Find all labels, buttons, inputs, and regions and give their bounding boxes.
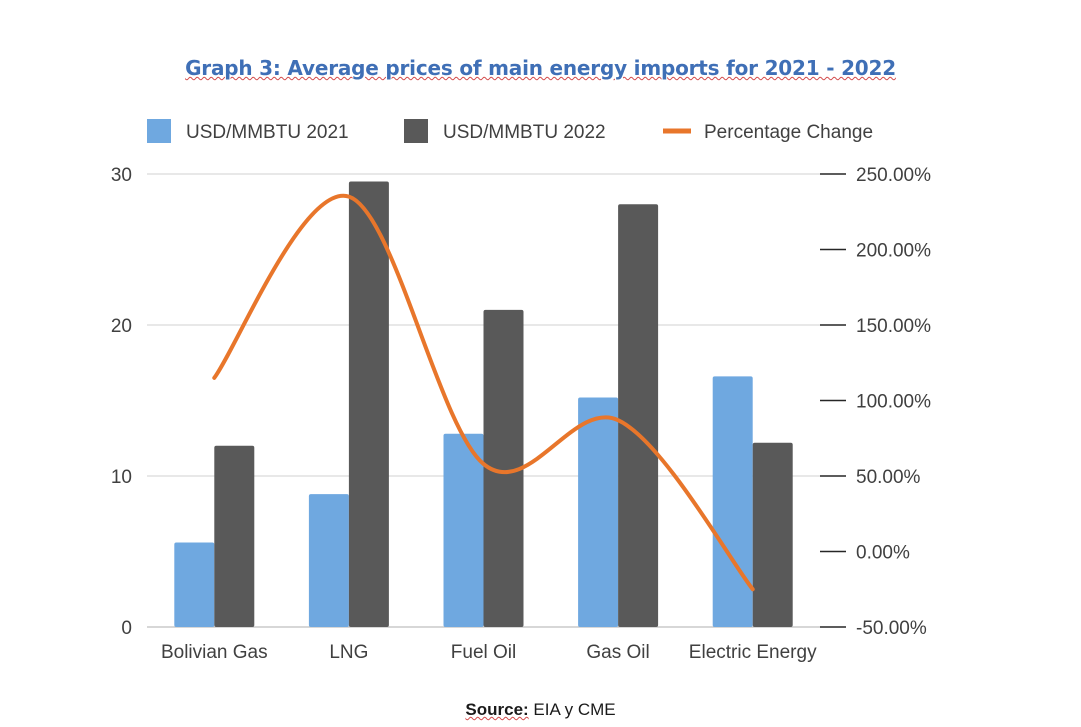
legend-label: Percentage Change — [704, 122, 873, 143]
bar-2022-electric-energy — [752, 442, 793, 627]
legend-swatch-2021 — [147, 119, 171, 143]
legend: USD/MMBTU 2021 USD/MMBTU 2022 Percentage C… — [147, 119, 873, 143]
axes: 0 10 20 30 -50.00% 0.00% 50.00% 100.00% 150.00% 2… — [111, 165, 931, 663]
right-axis-tick-label: 150.00% — [856, 316, 931, 337]
bar-2022-lng — [348, 181, 389, 628]
category-label: Gas Oil — [586, 642, 649, 663]
chart-title: Graph 3: Average prices of main energy i… — [185, 56, 896, 80]
source-label: Source: — [465, 700, 529, 719]
right-axis-tick-label: -50.00% — [856, 618, 927, 639]
legend-label: USD/MMBTU 2022 — [443, 122, 606, 143]
bar-2021-fuel-oil — [443, 433, 484, 627]
category-label: Bolivian Gas — [161, 642, 268, 663]
left-axis-tick-label: 20 — [111, 316, 132, 337]
bar-2021-lng — [308, 494, 349, 627]
bar-2021-bolivian-gas — [174, 542, 215, 627]
bar-2022-bolivian-gas — [214, 445, 255, 627]
category-label: Electric Energy — [689, 642, 817, 663]
source-text: EIA y CME — [533, 700, 616, 719]
legend-swatch-2022 — [404, 119, 428, 143]
category-label: Fuel Oil — [451, 642, 516, 663]
left-axis-tick-label: 0 — [121, 618, 132, 639]
percentage-change-line-group — [212, 193, 755, 592]
category-label: LNG — [329, 642, 368, 663]
right-axis-tick-label: 0.00% — [856, 543, 910, 564]
right-axis-tick-label: 200.00% — [856, 241, 931, 262]
right-axis-tick-label: 250.00% — [856, 165, 931, 186]
bar-2021-electric-energy — [712, 376, 753, 627]
bar-2021-gas-oil — [578, 397, 619, 627]
left-axis-tick-label: 10 — [111, 467, 132, 488]
bar-2022-gas-oil — [618, 204, 659, 627]
source-note: Source: EIA y CME — [0, 700, 1081, 720]
bar-2022-fuel-oil — [483, 309, 524, 627]
percentage-change-line — [212, 193, 755, 592]
right-axis-tick-label: 50.00% — [856, 467, 921, 488]
left-axis-tick-label: 30 — [111, 165, 132, 186]
legend-label: USD/MMBTU 2021 — [186, 122, 349, 143]
bars — [174, 181, 793, 628]
right-axis-tick-label: 100.00% — [856, 392, 931, 413]
